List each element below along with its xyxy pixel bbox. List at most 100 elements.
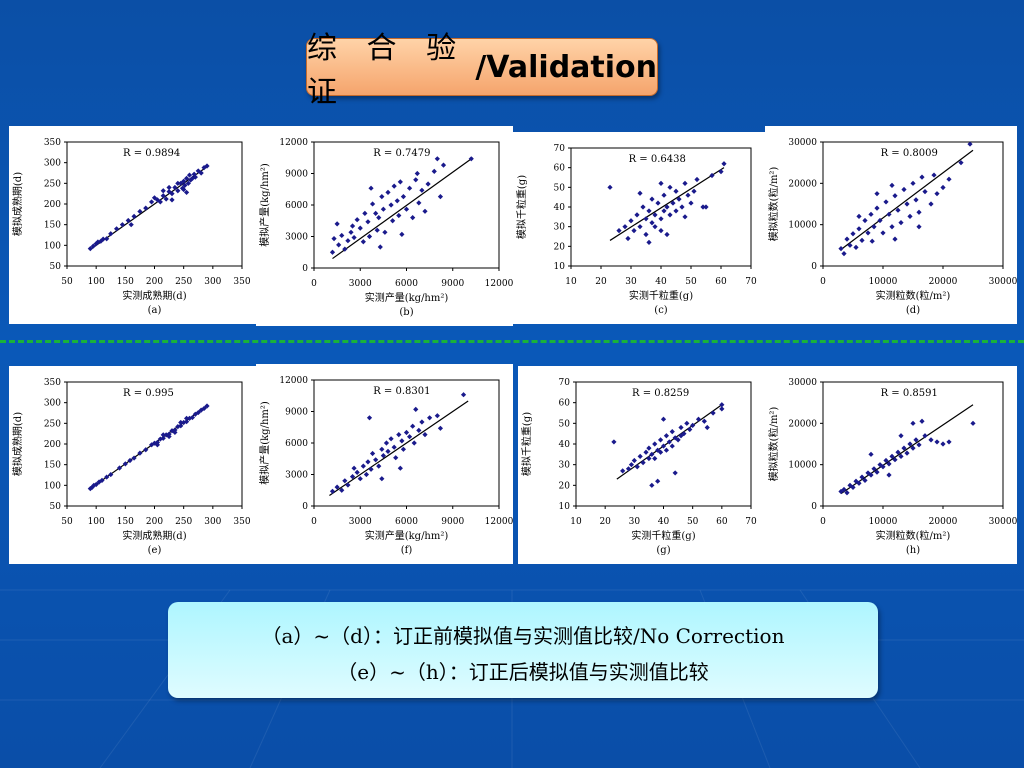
y-tick-label: 40 <box>554 203 566 213</box>
data-point <box>676 196 682 202</box>
y-tick-label: 20000 <box>788 179 817 189</box>
data-point <box>658 180 664 186</box>
chart-svg-f: 0 3000 6000 9000 12000 0 3000 6000 9000 12000 R = … <box>258 376 513 556</box>
data-point <box>611 439 617 445</box>
x-axis-label: 实测粒数(粒/m²) <box>876 529 951 542</box>
x-tick-label: 30 <box>629 517 641 527</box>
y-tick-label: 20 <box>554 242 566 252</box>
y-tick-label: 300 <box>44 399 61 409</box>
data-point <box>643 449 649 455</box>
y-tick-label: 3000 <box>285 233 308 243</box>
data-point <box>625 466 632 472</box>
data-point <box>183 189 190 196</box>
data-point <box>100 236 106 242</box>
data-point <box>437 425 444 431</box>
data-point <box>859 237 865 243</box>
data-point <box>637 453 643 459</box>
title-cn: 综 合 验 证 <box>307 31 467 110</box>
data-point <box>643 231 649 238</box>
data-point <box>181 186 187 193</box>
data-point <box>342 478 348 484</box>
data-point <box>853 244 859 250</box>
data-point <box>880 230 886 236</box>
y-axis-label: 模拟千粒重(g) <box>520 412 533 476</box>
data-point <box>413 177 419 183</box>
data-point <box>856 213 862 219</box>
data-point <box>192 174 198 180</box>
data-point <box>874 191 880 197</box>
data-point <box>889 224 895 230</box>
data-point <box>422 432 428 438</box>
data-point <box>331 236 337 242</box>
chart-svg-g: 10 20 30 40 50 60 70 10 20 30 40 50 60 70 R = 0.8259 实测… <box>520 378 757 556</box>
regression-line <box>840 149 974 250</box>
x-tick-label: 60 <box>715 277 727 287</box>
data-point <box>892 457 898 463</box>
data-point <box>895 449 901 455</box>
data-point <box>701 418 707 424</box>
data-point <box>385 448 391 454</box>
data-point <box>922 433 928 439</box>
data-point <box>195 409 201 416</box>
data-point <box>90 243 96 249</box>
data-point <box>919 418 925 424</box>
r-label: R = 0.6438 <box>629 154 686 165</box>
data-point <box>710 410 716 416</box>
data-point <box>143 205 149 211</box>
x-tick-label: 350 <box>233 277 250 287</box>
x-tick-label: 20 <box>595 277 607 287</box>
data-point <box>640 460 646 466</box>
x-tick-label: 200 <box>146 517 163 527</box>
y-tick-label: 70 <box>559 378 571 388</box>
y-tick-label: 9000 <box>285 170 308 180</box>
data-point <box>684 420 690 426</box>
data-point <box>410 423 416 429</box>
data-point <box>919 174 925 180</box>
data-point <box>922 189 928 195</box>
data-point <box>649 482 655 488</box>
data-point <box>413 406 419 412</box>
data-point <box>336 242 342 248</box>
regression-line <box>329 400 469 496</box>
x-tick-label: 100 <box>88 277 105 287</box>
data-point <box>660 443 667 449</box>
chart-caption: (f) <box>401 545 413 556</box>
data-point <box>410 215 416 221</box>
y-tick-label: 20000 <box>788 419 817 429</box>
data-point <box>628 462 635 468</box>
y-tick-label: 6000 <box>285 439 308 449</box>
chart-caption: (g) <box>656 545 670 556</box>
chart-f: 0 3000 6000 9000 12000 0 3000 6000 9000 12000 R = … <box>256 364 513 564</box>
r-label: R = 0.7479 <box>373 148 430 159</box>
data-point <box>379 476 385 482</box>
data-point <box>204 163 210 169</box>
data-point <box>108 231 114 237</box>
data-point <box>175 188 181 194</box>
data-point <box>182 182 188 188</box>
x-tick-label: 70 <box>745 517 757 527</box>
y-tick-label: 60 <box>559 399 571 409</box>
data-point <box>198 170 204 176</box>
x-tick-label: 6000 <box>395 517 418 527</box>
data-point <box>416 427 422 433</box>
data-point <box>660 416 667 422</box>
x-tick-label: 30000 <box>989 277 1017 287</box>
data-point <box>946 439 952 445</box>
y-tick-label: 200 <box>44 440 61 450</box>
data-point <box>655 200 661 206</box>
data-point <box>373 210 379 216</box>
y-axis-label: 模拟产量(kg/hm²) <box>258 401 271 485</box>
data-point <box>695 416 702 422</box>
data-point <box>901 186 907 193</box>
data-point <box>397 465 403 471</box>
y-tick-label: 20 <box>559 481 571 491</box>
data-point <box>376 463 382 469</box>
y-tick-label: 30000 <box>788 138 817 148</box>
x-tick-label: 30000 <box>989 517 1017 527</box>
x-axis-label: 实测成熟期(d) <box>122 289 186 302</box>
x-axis-label: 实测产量(kg/hm²) <box>365 291 449 304</box>
data-point <box>898 433 904 439</box>
data-point <box>691 188 697 194</box>
x-tick-label: 20000 <box>929 517 958 527</box>
x-tick-label: 40 <box>655 277 667 287</box>
